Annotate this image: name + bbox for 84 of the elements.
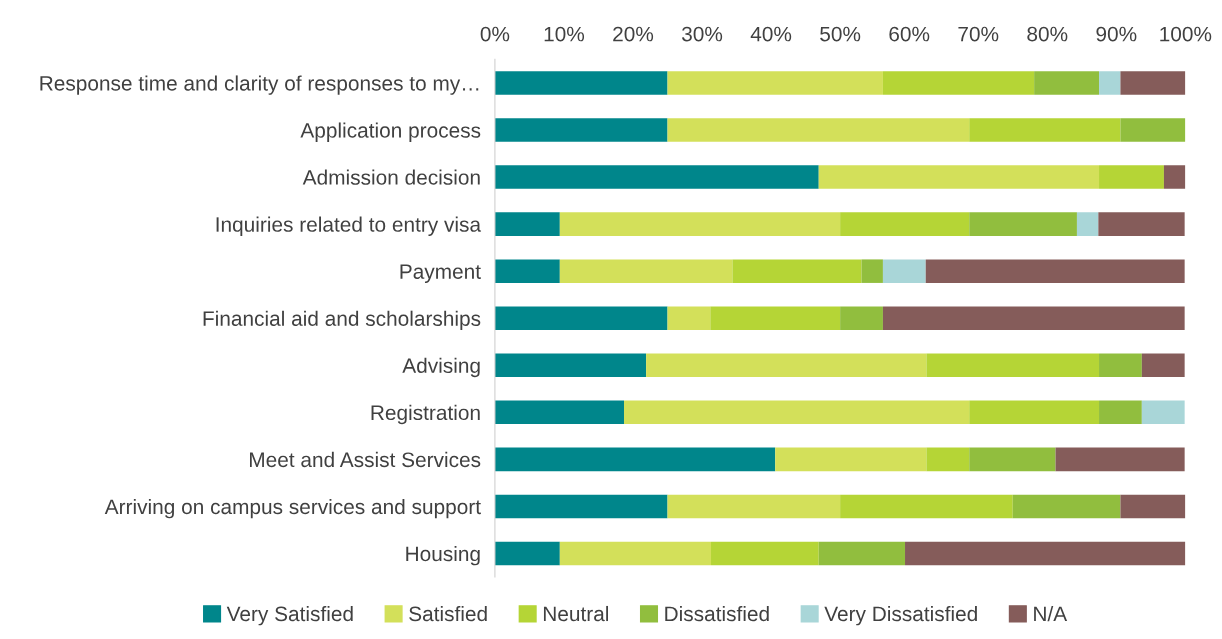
y-tick-label: Response time and clarity of responses to my… xyxy=(40,75,479,95)
bar xyxy=(905,541,1186,566)
legend-label: Dissatisfied xyxy=(665,605,769,622)
bar xyxy=(882,259,926,283)
legend-label: N/A xyxy=(1034,605,1068,622)
x-tick-label: 50% xyxy=(820,26,861,42)
bar xyxy=(818,541,906,566)
y-tick-label: Payment xyxy=(400,264,481,284)
bar xyxy=(1141,353,1185,378)
bar xyxy=(1099,71,1121,95)
bar xyxy=(646,353,927,378)
legend-label: Satisfied xyxy=(409,605,487,622)
bar xyxy=(1099,400,1142,425)
bar xyxy=(494,541,560,566)
bar xyxy=(840,494,1013,519)
bar xyxy=(494,447,776,472)
bar xyxy=(667,494,841,519)
bar xyxy=(1076,212,1099,236)
bar xyxy=(1099,165,1164,189)
bar xyxy=(775,447,927,472)
bar xyxy=(732,259,862,283)
bar xyxy=(1012,494,1121,519)
legend-label: Neutral xyxy=(543,605,609,622)
bar xyxy=(494,259,560,283)
x-tick-label: 30% xyxy=(681,26,723,42)
legend-label: Very Satisfied xyxy=(226,605,353,626)
bar xyxy=(710,306,841,330)
bar xyxy=(926,353,1100,378)
bar xyxy=(1034,71,1100,95)
bar xyxy=(818,165,1100,189)
y-tick-label: Housing xyxy=(406,545,480,566)
bar xyxy=(1099,353,1142,378)
bar xyxy=(840,212,970,236)
y-tick-label: Meet and Assist Services xyxy=(250,451,481,468)
x-tick-label: 90% xyxy=(1096,26,1137,42)
x-tick-label: 60% xyxy=(889,26,930,42)
bar xyxy=(494,212,560,236)
y-tick-label: Advising xyxy=(402,357,480,378)
bar xyxy=(1163,165,1186,189)
bar xyxy=(559,259,733,283)
bar xyxy=(559,541,712,566)
bar xyxy=(882,71,1035,95)
bar xyxy=(494,118,668,142)
bar xyxy=(1120,71,1186,95)
y-tick-label: Financial aid and scholarships xyxy=(203,310,481,331)
bar xyxy=(882,306,1185,330)
bar xyxy=(1120,118,1186,142)
x-tick-label: 80% xyxy=(1027,26,1068,42)
bar xyxy=(494,494,668,519)
bar xyxy=(494,353,647,378)
bar xyxy=(1098,212,1185,236)
x-tick-label: 70% xyxy=(958,26,999,42)
y-tick-label: Application process xyxy=(300,122,481,142)
bar xyxy=(861,259,883,283)
x-tick-label: 0% xyxy=(480,26,510,42)
bar xyxy=(969,400,1100,425)
bar xyxy=(969,447,1056,472)
bar xyxy=(667,118,970,142)
y-tick-label: Arriving on campus services and support xyxy=(104,498,481,519)
bar xyxy=(494,400,625,425)
bar xyxy=(667,71,883,95)
bar xyxy=(711,541,819,566)
bar xyxy=(494,71,668,95)
bar xyxy=(624,400,970,425)
x-tick-label: 10% xyxy=(544,26,585,42)
bar xyxy=(1141,400,1185,425)
bar xyxy=(494,165,819,189)
x-tick-label: 100% xyxy=(1160,26,1212,42)
bar xyxy=(667,306,711,330)
bar xyxy=(926,447,970,472)
bar xyxy=(840,306,883,330)
legend-label: Very Dissatisfied xyxy=(824,605,977,626)
bar xyxy=(494,306,668,330)
bar xyxy=(1120,494,1186,519)
bar xyxy=(969,212,1077,236)
x-tick-label: 40% xyxy=(750,26,792,42)
y-tick-label: Registration xyxy=(371,404,480,425)
y-tick-label: Admission decision xyxy=(302,169,480,185)
bar xyxy=(925,259,1185,283)
bar xyxy=(969,118,1121,142)
bar xyxy=(1055,447,1185,472)
x-tick-label: 20% xyxy=(613,26,654,42)
y-tick-label: Inquiries related to entry visa xyxy=(216,216,482,236)
bar xyxy=(559,212,841,236)
